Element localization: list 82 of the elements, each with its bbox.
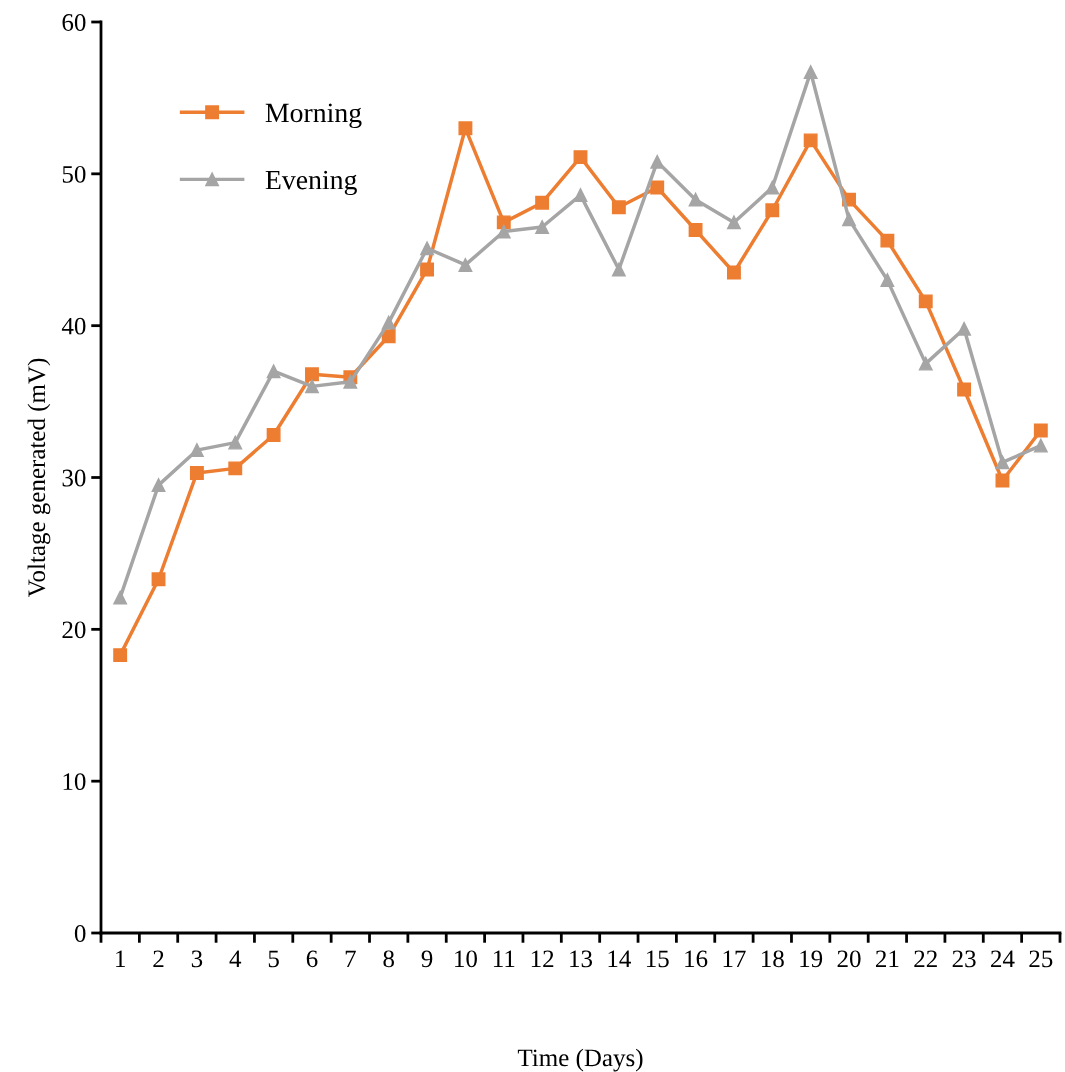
- point: [765, 180, 780, 195]
- point: [688, 192, 703, 207]
- point: [880, 233, 895, 248]
- x-tick-label: 22: [914, 950, 937, 968]
- legend-label: Morning: [265, 103, 362, 128]
- point: [113, 648, 128, 663]
- point: [420, 241, 435, 256]
- x-tick-label: 25: [1029, 950, 1053, 968]
- x-tick-label: 24: [991, 950, 1015, 968]
- point: [266, 428, 281, 442]
- point: [189, 465, 204, 480]
- x-tick-label: 4: [229, 950, 242, 968]
- point: [842, 212, 856, 227]
- y-tick-label: 40: [61, 317, 86, 335]
- x-tick-label: 19: [800, 950, 823, 968]
- point: [803, 65, 818, 80]
- point: [189, 443, 204, 458]
- x-tick-label: 1: [116, 950, 125, 968]
- point: [880, 273, 895, 288]
- x-tick-label: 10: [455, 950, 477, 968]
- point: [957, 321, 972, 336]
- point: [1033, 438, 1048, 453]
- point: [458, 257, 473, 272]
- y-tick-label: 20: [62, 621, 86, 639]
- x-tick-label: 2: [153, 950, 164, 968]
- x-tick-label: 7: [345, 950, 356, 968]
- point: [113, 590, 128, 605]
- x-tick-label: 6: [306, 950, 318, 968]
- point: [957, 382, 972, 397]
- point: [151, 572, 166, 587]
- x-tick-label: 11: [493, 950, 515, 968]
- point: [650, 154, 665, 169]
- point: [343, 374, 358, 389]
- x-tick-label: 8: [383, 950, 394, 968]
- point: [228, 435, 243, 450]
- x-tick-label: 18: [762, 950, 784, 968]
- x-tick-label: 12: [531, 950, 554, 968]
- x-tick-label: 23: [952, 950, 976, 968]
- x-tick-label: 21: [875, 950, 899, 968]
- point: [305, 367, 319, 382]
- x-tick-label: 17: [723, 950, 746, 968]
- point: [496, 224, 511, 239]
- x-tick-label: 20: [837, 950, 861, 968]
- point: [918, 356, 933, 371]
- y-tick-label: 60: [62, 14, 86, 31]
- point: [496, 215, 511, 230]
- y-tick-label: 30: [62, 469, 86, 487]
- point: [1033, 423, 1048, 438]
- point: [573, 188, 588, 203]
- point: [228, 461, 243, 476]
- legend-label: Evening: [265, 170, 357, 196]
- point: [305, 379, 319, 394]
- x-tick-label: 15: [646, 950, 669, 968]
- x-axis-title: Time (Days): [517, 1048, 643, 1072]
- y-tick-label: 50: [62, 165, 86, 183]
- point: [266, 364, 281, 379]
- point: [611, 200, 626, 215]
- point: [765, 203, 780, 218]
- point: [803, 133, 818, 148]
- point: [535, 220, 550, 234]
- x-tick-label: 14: [608, 950, 631, 968]
- x-tick-label: 16: [685, 950, 708, 968]
- point: [918, 294, 933, 309]
- x-tick-label: 9: [421, 950, 433, 968]
- point: [611, 262, 626, 277]
- x-tick-label: 13: [570, 950, 593, 968]
- point: [535, 195, 550, 210]
- point: [151, 478, 166, 493]
- y-tick-label: 0: [74, 925, 86, 942]
- point: [573, 150, 588, 165]
- point: [726, 215, 741, 230]
- point: [995, 455, 1010, 470]
- y-axis-title: Voltage generated (mV): [27, 358, 51, 598]
- x-tick-label: 5: [268, 950, 279, 968]
- point: [726, 265, 741, 280]
- point: [650, 180, 665, 195]
- point: [381, 315, 396, 330]
- point: [688, 223, 703, 237]
- x-tick-label: 3: [191, 950, 203, 968]
- point: [420, 262, 435, 277]
- point: [458, 121, 473, 136]
- y-tick-label: 10: [63, 773, 86, 791]
